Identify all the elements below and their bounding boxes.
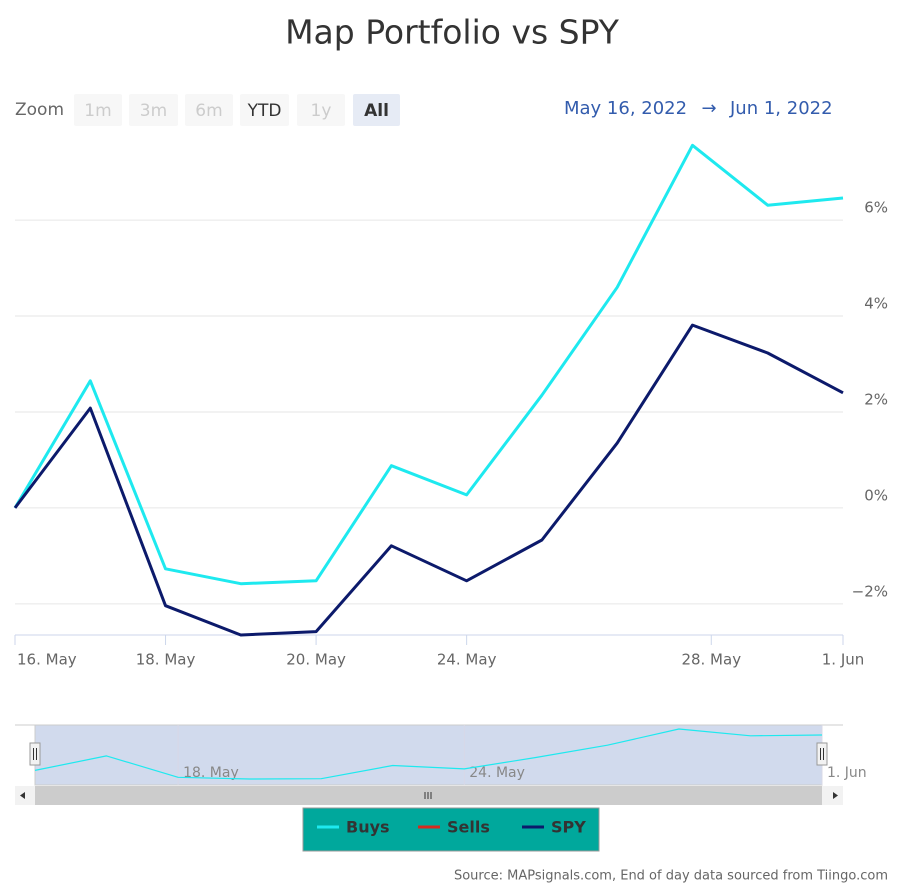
- legend-label[interactable]: Buys: [346, 818, 390, 837]
- zoom-button-label: 1y: [311, 101, 332, 121]
- zoom-button[interactable]: [353, 94, 400, 126]
- scroll-right[interactable]: [833, 792, 838, 799]
- x-tick-label: 20. May: [286, 651, 346, 669]
- zoom-button-label: 6m: [195, 101, 222, 121]
- navigator-tick-label: 24. May: [469, 765, 525, 781]
- range-arrow: →: [701, 98, 716, 119]
- x-tick-label: 28. May: [681, 651, 741, 669]
- legend-label[interactable]: Sells: [447, 818, 490, 837]
- zoom-button-label: 3m: [140, 101, 167, 121]
- zoom-button-label[interactable]: All: [364, 101, 389, 121]
- y-tick-label: −2%: [852, 582, 888, 600]
- zoom-label: Zoom: [15, 100, 64, 120]
- x-tick-label: 1. Jun: [822, 651, 865, 669]
- zoom-button: [297, 94, 345, 126]
- range-to[interactable]: Jun 1, 2022: [729, 98, 833, 119]
- source-note: Source: MAPsignals.com, End of day data …: [454, 869, 888, 884]
- legend-box: [302, 807, 600, 852]
- zoom-button[interactable]: [240, 94, 289, 126]
- series-line: [13, 143, 844, 586]
- y-tick-label: 6%: [864, 199, 888, 217]
- zoom-button: [74, 94, 122, 126]
- y-tick-label: 0%: [864, 486, 888, 504]
- zoom-button: [129, 94, 178, 126]
- navigator-tick-label: 18. May: [183, 765, 239, 781]
- zoom-button-label: 1m: [84, 101, 111, 121]
- navigator-handle[interactable]: [29, 742, 41, 766]
- legend-label[interactable]: SPY: [551, 818, 586, 837]
- x-tick-label: 16. May: [17, 651, 77, 669]
- navigator-mask[interactable]: [34, 724, 823, 786]
- chart-title: Map Portfolio vs SPY: [285, 13, 620, 52]
- navigator-tick-label: 1. Jun: [827, 765, 867, 781]
- x-tick-label: 24. May: [437, 651, 497, 669]
- zoom-button: [185, 94, 233, 126]
- range-from[interactable]: May 16, 2022: [564, 98, 687, 119]
- x-tick-label: 18. May: [136, 651, 196, 669]
- navigator-line: [34, 728, 823, 780]
- y-tick-label: 2%: [864, 390, 888, 408]
- zoom-button-label[interactable]: YTD: [247, 101, 282, 121]
- navigator-handle[interactable]: [816, 742, 828, 766]
- series-line: [13, 323, 844, 637]
- y-tick-label: 4%: [864, 295, 888, 313]
- scroll-left[interactable]: [20, 792, 25, 799]
